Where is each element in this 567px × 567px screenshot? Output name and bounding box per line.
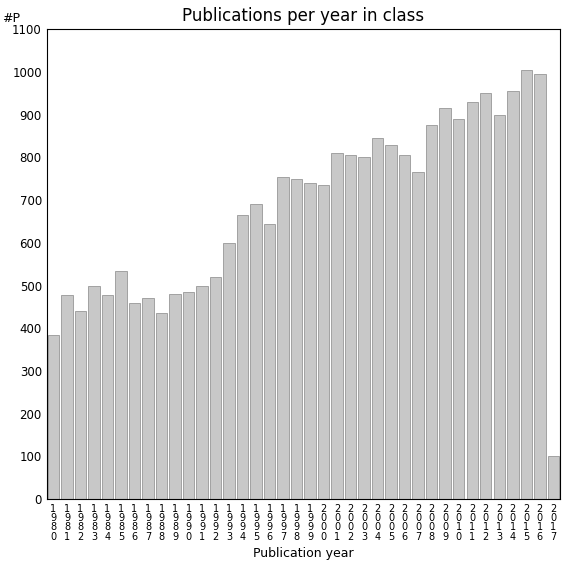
Bar	[264, 223, 276, 499]
Bar	[251, 204, 262, 499]
Bar	[88, 286, 100, 499]
Bar	[493, 115, 505, 499]
Bar	[372, 138, 383, 499]
Bar	[507, 91, 518, 499]
Bar	[277, 176, 289, 499]
Bar	[291, 179, 302, 499]
Bar	[399, 155, 411, 499]
X-axis label: Publication year: Publication year	[253, 547, 354, 560]
Bar	[129, 303, 140, 499]
Bar	[115, 270, 127, 499]
Bar	[170, 294, 181, 499]
Bar	[237, 215, 248, 499]
Bar	[75, 311, 86, 499]
Bar	[101, 295, 113, 499]
Bar	[467, 102, 478, 499]
Bar	[345, 155, 357, 499]
Bar	[318, 185, 329, 499]
Bar	[48, 335, 59, 499]
Bar	[332, 153, 343, 499]
Bar	[439, 108, 451, 499]
Bar	[521, 70, 532, 499]
Bar	[223, 243, 235, 499]
Bar	[453, 119, 464, 499]
Bar	[196, 286, 208, 499]
Bar	[304, 183, 316, 499]
Bar	[412, 172, 424, 499]
Bar	[358, 158, 370, 499]
Bar	[156, 314, 167, 499]
Bar	[386, 145, 397, 499]
Y-axis label: #P: #P	[2, 11, 20, 24]
Title: Publications per year in class: Publications per year in class	[183, 7, 425, 25]
Bar	[61, 295, 73, 499]
Bar	[183, 292, 194, 499]
Bar	[548, 456, 559, 499]
Bar	[210, 277, 221, 499]
Bar	[426, 125, 438, 499]
Bar	[534, 74, 545, 499]
Bar	[142, 298, 154, 499]
Bar	[480, 94, 492, 499]
